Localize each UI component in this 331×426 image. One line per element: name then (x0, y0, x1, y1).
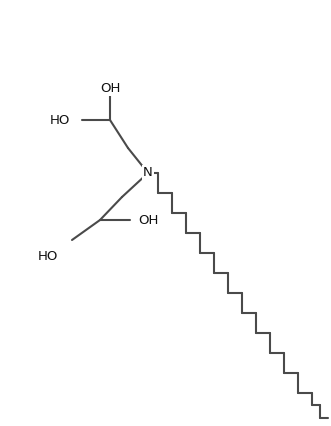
Text: HO: HO (38, 250, 58, 262)
Text: OH: OH (100, 81, 120, 95)
Text: OH: OH (138, 213, 158, 227)
Text: HO: HO (50, 113, 70, 127)
Text: N: N (143, 167, 153, 179)
